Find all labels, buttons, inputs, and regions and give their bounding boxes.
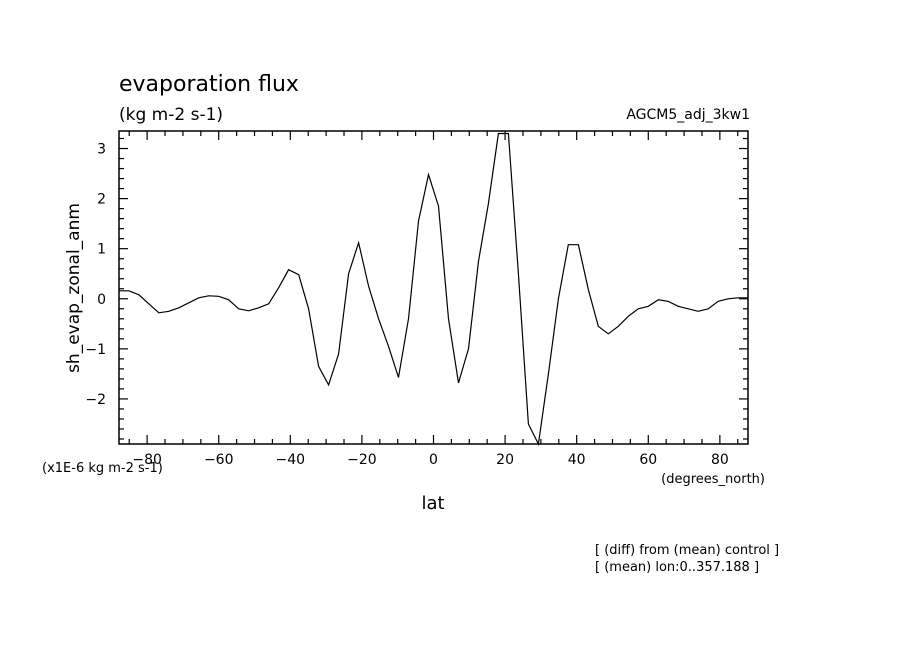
x-axis-units: (degrees_north) xyxy=(661,472,765,487)
run-label: AGCM5_adj_3kw1 xyxy=(626,107,750,123)
x-tick-label: 60 xyxy=(639,452,657,468)
x-tick-label: −20 xyxy=(347,452,377,468)
x-tick-label: 0 xyxy=(429,452,438,468)
x-tick-label: 20 xyxy=(496,452,514,468)
plot-frame xyxy=(118,130,749,445)
series-line xyxy=(119,132,748,446)
note-diff: [ (diff) from (mean) control ] xyxy=(595,543,779,558)
y-axis-label: sh_evap_zonal_anm xyxy=(64,203,84,373)
chart-title: evaporation flux xyxy=(119,72,299,97)
y-tick-label: 3 xyxy=(97,142,106,158)
tick-marks xyxy=(119,131,748,444)
x-tick-label: 80 xyxy=(711,452,729,468)
y-tick-label: −1 xyxy=(85,342,106,358)
x-tick-label: 40 xyxy=(568,452,586,468)
note-mean: [ (mean) lon:0..357.188 ] xyxy=(595,560,759,575)
y-axis-units: (x1E-6 kg m-2 s-1) xyxy=(42,461,163,476)
chart-subtitle: (kg m-2 s-1) xyxy=(119,105,223,125)
x-tick-label: −80 xyxy=(132,452,162,468)
y-tick-label: −2 xyxy=(85,392,106,408)
y-tick-labels: −2 −1 0 1 2 3 xyxy=(85,142,106,408)
y-tick-label: 1 xyxy=(97,242,106,258)
x-tick-label: −40 xyxy=(276,452,306,468)
y-tick-label: 0 xyxy=(97,292,106,308)
y-tick-label: 2 xyxy=(97,192,106,208)
x-axis-label: lat xyxy=(421,493,444,514)
x-tick-label: −60 xyxy=(204,452,234,468)
x-tick-labels: −80 −60 −40 −20 0 20 40 60 80 xyxy=(132,452,728,468)
